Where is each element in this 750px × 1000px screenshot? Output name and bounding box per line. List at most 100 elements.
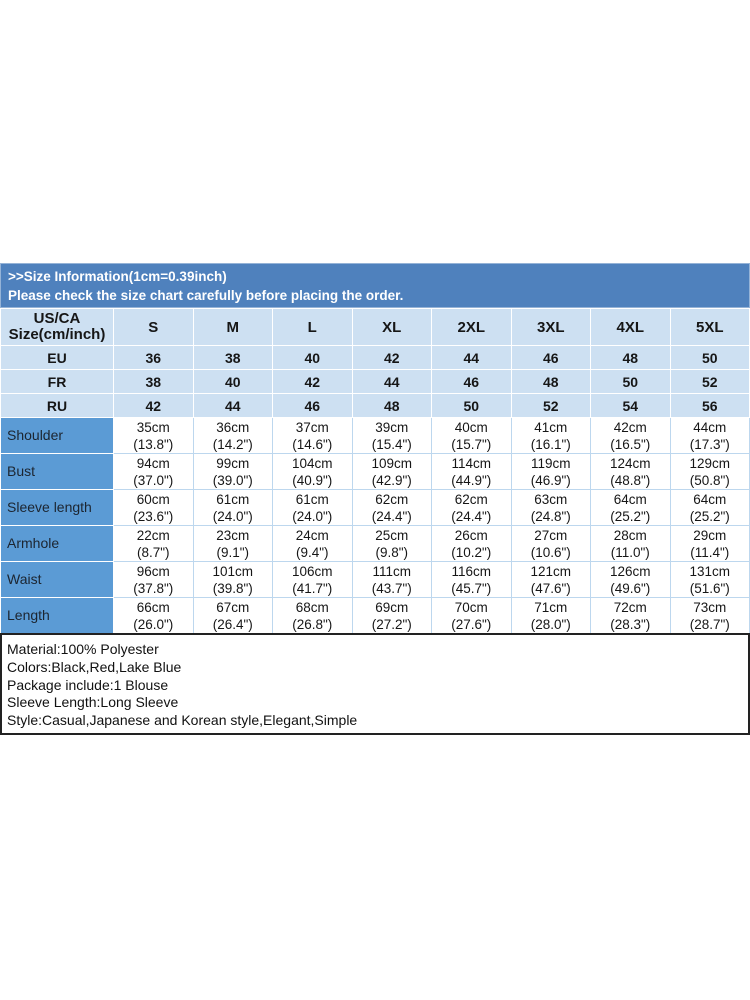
measurement-row-armhole: Armhole 22cm (8.7") 23cm (9.1") 24cm (9.4")… bbox=[0, 525, 750, 562]
region-value-cell: 46 bbox=[431, 369, 512, 394]
measurement-row-bust: Bust 94cm (37.0") 99cm (39.0") 104cm (40.9"… bbox=[0, 453, 750, 490]
region-row-label: FR bbox=[0, 369, 114, 394]
info-line-package: Package include:1 Blouse bbox=[7, 676, 169, 693]
region-value-cell: 48 bbox=[351, 393, 432, 418]
region-row-label: EU bbox=[0, 345, 114, 370]
measurement-value-cell: 24cm (9.4") bbox=[272, 525, 353, 562]
region-value-cell: 38 bbox=[113, 369, 194, 394]
measurement-value-cell: 23cm (9.1") bbox=[192, 525, 273, 562]
measurement-value-cell: 104cm (40.9") bbox=[272, 453, 353, 490]
measurement-value-cell: 27cm (10.6") bbox=[510, 525, 591, 562]
size-table: US/CA Size(cm/inch) S M L XL 2XL 3XL 4XL… bbox=[0, 308, 750, 634]
measurement-value-cell: 63cm (24.8") bbox=[510, 489, 591, 526]
banner-title: >>Size Information(1cm=0.39inch) bbox=[8, 269, 227, 284]
measurement-value-cell: 99cm (39.0") bbox=[192, 453, 273, 490]
size-info-banner: >>Size Information(1cm=0.39inch) Please … bbox=[0, 263, 750, 308]
region-value-cell: 36 bbox=[113, 345, 194, 370]
measurement-value-cell: 42cm (16.5") bbox=[590, 417, 671, 454]
measurement-value-cell: 36cm (14.2") bbox=[192, 417, 273, 454]
measurement-value-cell: 41cm (16.1") bbox=[510, 417, 591, 454]
measurement-row-label: Bust bbox=[0, 453, 114, 490]
measurement-value-cell: 94cm (37.0") bbox=[113, 453, 194, 490]
measurement-value-cell: 35cm (13.8") bbox=[113, 417, 194, 454]
measurement-value-cell: 126cm (49.6") bbox=[590, 561, 671, 598]
measurement-value-cell: 96cm (37.8") bbox=[113, 561, 194, 598]
measurement-value-cell: 25cm (9.8") bbox=[351, 525, 432, 562]
size-column-header: 2XL bbox=[431, 308, 512, 346]
measurement-row-label: Length bbox=[0, 597, 114, 634]
measurement-value-cell: 67cm (26.4") bbox=[192, 597, 273, 634]
measurement-row-label: Waist bbox=[0, 561, 114, 598]
region-value-cell: 42 bbox=[272, 369, 353, 394]
measurement-row-label: Shoulder bbox=[0, 417, 114, 454]
measurement-value-cell: 68cm (26.8") bbox=[272, 597, 353, 634]
region-value-cell: 52 bbox=[669, 369, 750, 394]
info-line-style: Style:Casual,Japanese and Korean style,E… bbox=[7, 712, 358, 729]
region-value-cell: 46 bbox=[272, 393, 353, 418]
size-header-row: US/CA Size(cm/inch) S M L XL 2XL 3XL 4XL… bbox=[0, 308, 750, 346]
measurement-value-cell: 64cm (25.2") bbox=[590, 489, 671, 526]
measurement-value-cell: 61cm (24.0") bbox=[192, 489, 273, 526]
size-column-header: 4XL bbox=[590, 308, 671, 346]
measurement-row-waist: Waist 96cm (37.8") 101cm (39.8") 106cm (41.… bbox=[0, 561, 750, 598]
measurement-row-sleeve-length: Sleeve length 60cm (23.6") 61cm (24.0") 61… bbox=[0, 489, 750, 526]
region-value-cell: 48 bbox=[590, 345, 671, 370]
region-value-cell: 38 bbox=[192, 345, 273, 370]
measurement-value-cell: 62cm (24.4") bbox=[431, 489, 512, 526]
info-line-colors: Colors:Black,Red,Lake Blue bbox=[7, 658, 182, 675]
measurement-row-label: Sleeve length bbox=[0, 489, 114, 526]
info-line-sleeve-length: Sleeve Length:Long Sleeve bbox=[7, 694, 179, 711]
product-info-box: Material:100% Polyester Colors:Black,Red… bbox=[0, 633, 750, 735]
measurement-value-cell: 72cm (28.3") bbox=[590, 597, 671, 634]
region-value-cell: 44 bbox=[192, 393, 273, 418]
size-column-header: XL bbox=[351, 308, 432, 346]
region-value-cell: 52 bbox=[510, 393, 591, 418]
size-column-header: 5XL bbox=[669, 308, 750, 346]
measurement-value-cell: 44cm (17.3") bbox=[669, 417, 750, 454]
region-value-cell: 40 bbox=[272, 345, 353, 370]
measurement-value-cell: 40cm (15.7") bbox=[431, 417, 512, 454]
measurement-value-cell: 124cm (48.8") bbox=[590, 453, 671, 490]
region-value-cell: 46 bbox=[510, 345, 591, 370]
measurement-value-cell: 116cm (45.7") bbox=[431, 561, 512, 598]
measurement-value-cell: 129cm (50.8") bbox=[669, 453, 750, 490]
measurement-value-cell: 39cm (15.4") bbox=[351, 417, 432, 454]
region-value-cell: 50 bbox=[590, 369, 671, 394]
measurement-value-cell: 26cm (10.2") bbox=[431, 525, 512, 562]
measurement-value-cell: 106cm (41.7") bbox=[272, 561, 353, 598]
measurement-value-cell: 37cm (14.6") bbox=[272, 417, 353, 454]
region-value-cell: 50 bbox=[669, 345, 750, 370]
measurement-row-label: Armhole bbox=[0, 525, 114, 562]
size-column-header: M bbox=[192, 308, 273, 346]
measurement-value-cell: 111cm (43.7") bbox=[351, 561, 432, 598]
measurement-value-cell: 101cm (39.8") bbox=[192, 561, 273, 598]
measurement-value-cell: 28cm (11.0") bbox=[590, 525, 671, 562]
region-row-eu: EU 36 38 40 42 44 46 48 50 bbox=[0, 345, 750, 370]
region-value-cell: 54 bbox=[590, 393, 671, 418]
table-corner-label: US/CA Size(cm/inch) bbox=[0, 308, 114, 346]
region-value-cell: 56 bbox=[669, 393, 750, 418]
measurement-value-cell: 69cm (27.2") bbox=[351, 597, 432, 634]
size-column-header: L bbox=[272, 308, 353, 346]
measurement-value-cell: 71cm (28.0") bbox=[510, 597, 591, 634]
region-value-cell: 40 bbox=[192, 369, 273, 394]
size-column-header: S bbox=[113, 308, 194, 346]
measurement-value-cell: 62cm (24.4") bbox=[351, 489, 432, 526]
measurement-value-cell: 114cm (44.9") bbox=[431, 453, 512, 490]
measurement-value-cell: 64cm (25.2") bbox=[669, 489, 750, 526]
measurement-row-length: Length 66cm (26.0") 67cm (26.4") 68cm (26.8… bbox=[0, 597, 750, 634]
measurement-value-cell: 29cm (11.4") bbox=[669, 525, 750, 562]
region-value-cell: 42 bbox=[113, 393, 194, 418]
measurement-value-cell: 70cm (27.6") bbox=[431, 597, 512, 634]
region-value-cell: 44 bbox=[351, 369, 432, 394]
region-row-fr: FR 38 40 42 44 46 48 50 52 bbox=[0, 369, 750, 394]
measurement-value-cell: 109cm (42.9") bbox=[351, 453, 432, 490]
region-row-label: RU bbox=[0, 393, 114, 418]
measurement-value-cell: 22cm (8.7") bbox=[113, 525, 194, 562]
info-line-material: Material:100% Polyester bbox=[7, 641, 159, 657]
banner-subtitle: Please check the size chart carefully be… bbox=[8, 288, 404, 303]
measurement-value-cell: 73cm (28.7") bbox=[669, 597, 750, 634]
measurement-row-shoulder: Shoulder 35cm (13.8") 36cm (14.2") 37cm (14… bbox=[0, 417, 750, 454]
measurement-value-cell: 66cm (26.0") bbox=[113, 597, 194, 634]
